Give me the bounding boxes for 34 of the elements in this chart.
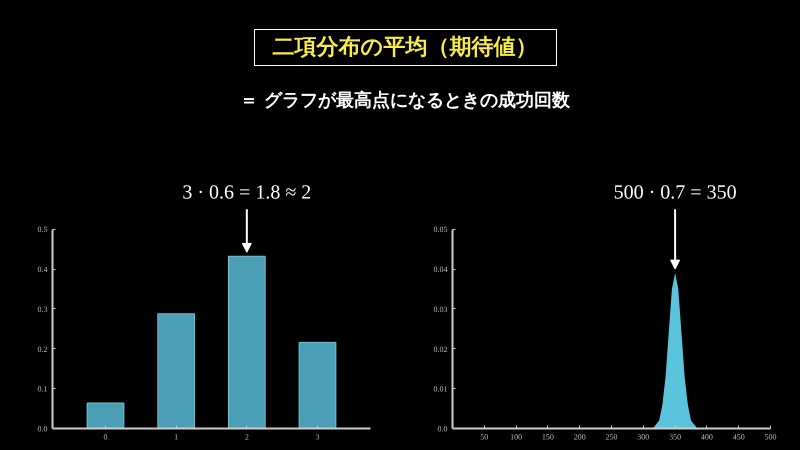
x-tick-label: 400: [700, 432, 713, 442]
x-tick-label: 3: [316, 432, 320, 442]
y-tick-label: 0.1: [38, 384, 48, 394]
annotation: 500 · 0.7 = 350: [614, 181, 737, 204]
x-tick-label: 150: [542, 432, 554, 442]
x-tick-label: 350: [669, 432, 682, 442]
y-tick-label: 0.03: [434, 304, 448, 314]
y-tick-label: 0.05: [434, 225, 448, 234]
x-tick-label: 0: [104, 432, 108, 442]
annotation: 3 · 0.6 = 1.8 ≈ 2: [182, 181, 312, 204]
bar: [157, 313, 196, 428]
x-tick-label: 1: [174, 432, 178, 442]
y-tick-label: 0.4: [38, 265, 48, 274]
x-tick-label: 100: [510, 432, 522, 442]
x-tick-label: 200: [574, 432, 586, 442]
y-tick-label: 0.04: [434, 265, 448, 274]
x-tick-label: 500: [764, 432, 776, 442]
chart-title: 二項分布の平均（期待値）: [254, 29, 556, 66]
y-tick-label: 0.0: [38, 424, 48, 434]
x-tick-label: 250: [606, 432, 618, 442]
y-tick-label: 0.3: [38, 304, 48, 314]
chart-subtitle: ＝ グラフが最高点になるときの成功回数: [238, 89, 572, 114]
y-tick-label: 0.02: [434, 344, 448, 354]
y-tick-label: 0.01: [434, 384, 448, 394]
y-tick-label: 0.0: [438, 424, 448, 434]
x-tick-label: 450: [732, 432, 745, 442]
y-tick-label: 0.2: [38, 344, 48, 354]
bar: [86, 402, 124, 428]
y-tick-label: 0.5: [38, 225, 48, 234]
x-tick-label: 300: [637, 432, 650, 442]
x-tick-label: 2: [244, 432, 249, 442]
x-tick-label: 50: [480, 432, 488, 442]
bar: [228, 256, 266, 428]
bar: [298, 342, 336, 428]
